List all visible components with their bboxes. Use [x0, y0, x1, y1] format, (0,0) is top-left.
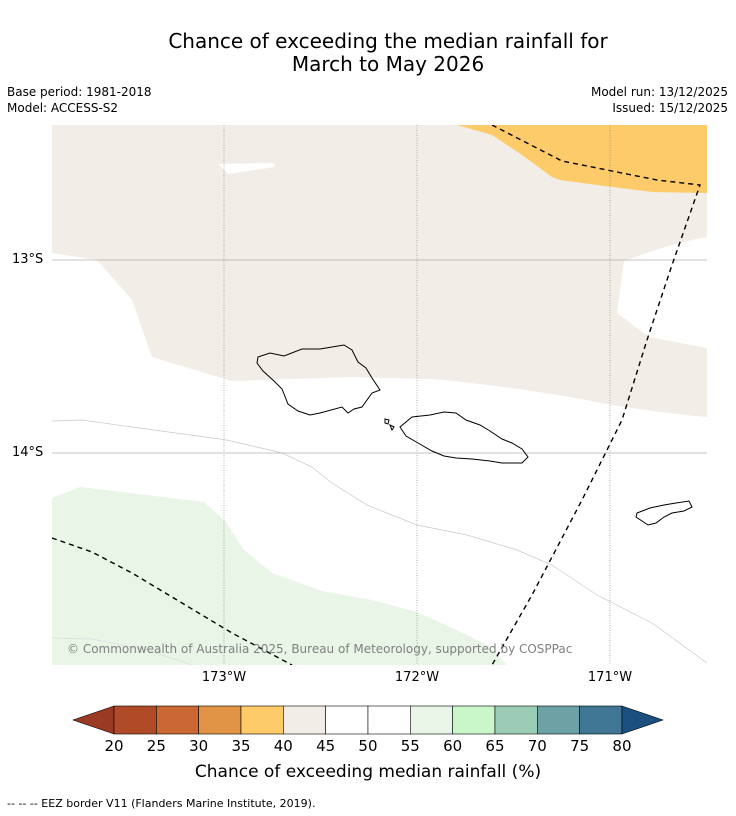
- colorbar-cell: [325, 705, 369, 735]
- colorbar-cell: [536, 705, 580, 735]
- colorbar-under-arrow: [72, 705, 115, 735]
- colorbar-cell: [240, 705, 284, 735]
- region-35-40: [457, 125, 707, 193]
- colorbar-tick-label: 20: [104, 737, 124, 755]
- colorbar-tick-label: 55: [400, 737, 420, 755]
- lon-label-172w: 172°W: [394, 670, 440, 685]
- colorbar-tick-label: 40: [273, 737, 293, 755]
- island-upolu: [399, 411, 529, 464]
- region-55-60: [52, 487, 507, 665]
- white-patch: [218, 163, 275, 174]
- lon-label-173w: 173°W: [201, 670, 247, 685]
- colorbar: [72, 705, 664, 735]
- model-name: Model: ACCESS-S2: [7, 101, 119, 115]
- lon-label-171w: 171°W: [587, 670, 633, 685]
- island-manono: [384, 418, 390, 425]
- colorbar-cell: [156, 705, 199, 735]
- colorbar-tick-label: 80: [612, 737, 632, 755]
- colorbar-title: Chance of exceeding median rainfall (%): [194, 762, 542, 782]
- colorbar-cells: [72, 705, 664, 735]
- colorbar-cell: [198, 705, 242, 735]
- colorbar-cell: [494, 705, 538, 735]
- contour-line: [52, 419, 707, 664]
- colorbar-tick-label: 50: [358, 737, 378, 755]
- region-40-45: [52, 125, 707, 417]
- lat-label-13s: 13°S: [12, 252, 44, 267]
- credit-text: © Commonwealth of Australia 2025, Bureau…: [67, 642, 573, 656]
- map-title: Chance of exceeding the median rainfall …: [0, 30, 736, 76]
- meta-left: Base period: 1981-2018 Model: ACCESS-S2: [7, 84, 152, 116]
- eez-footnote: -- -- -- EEZ border V11 (Flanders Marine…: [7, 797, 316, 810]
- colorbar-tick-label: 35: [231, 737, 251, 755]
- island-tutuila: [635, 500, 693, 526]
- island-apolima: [389, 423, 395, 432]
- map-title-line2: March to May 2026: [291, 52, 485, 76]
- colorbar-cell: [452, 705, 496, 735]
- issued-date: Issued: 15/12/2025: [612, 101, 728, 115]
- eez-border: [491, 125, 701, 665]
- colorbar-tick-label: 65: [485, 737, 505, 755]
- colorbar-tick-label: 70: [527, 737, 547, 755]
- colorbar-tick-label: 60: [443, 737, 463, 755]
- meta-right: Model run: 13/12/2025 Issued: 15/12/2025: [591, 84, 728, 116]
- colorbar-cell: [283, 705, 326, 735]
- colorbar-cell: [367, 705, 411, 735]
- colorbar-tick-label: 30: [189, 737, 209, 755]
- colorbar-over-arrow: [621, 705, 664, 735]
- rainfall-map: [52, 125, 707, 665]
- model-run: Model run: 13/12/2025: [590, 85, 728, 99]
- map-title-line1: Chance of exceeding the median rainfall …: [168, 29, 608, 53]
- colorbar-tick-label: 45: [316, 737, 336, 755]
- colorbar-cell: [113, 705, 157, 735]
- island-savaii: [256, 344, 381, 416]
- colorbar-tick-label: 75: [570, 737, 590, 755]
- colorbar-tick-label: 25: [146, 737, 166, 755]
- contour-line: [52, 637, 193, 665]
- lat-label-14s: 14°S: [12, 445, 44, 460]
- base-period: Base period: 1981-2018: [7, 85, 152, 99]
- colorbar-cell: [410, 705, 453, 735]
- colorbar-cell: [579, 705, 623, 735]
